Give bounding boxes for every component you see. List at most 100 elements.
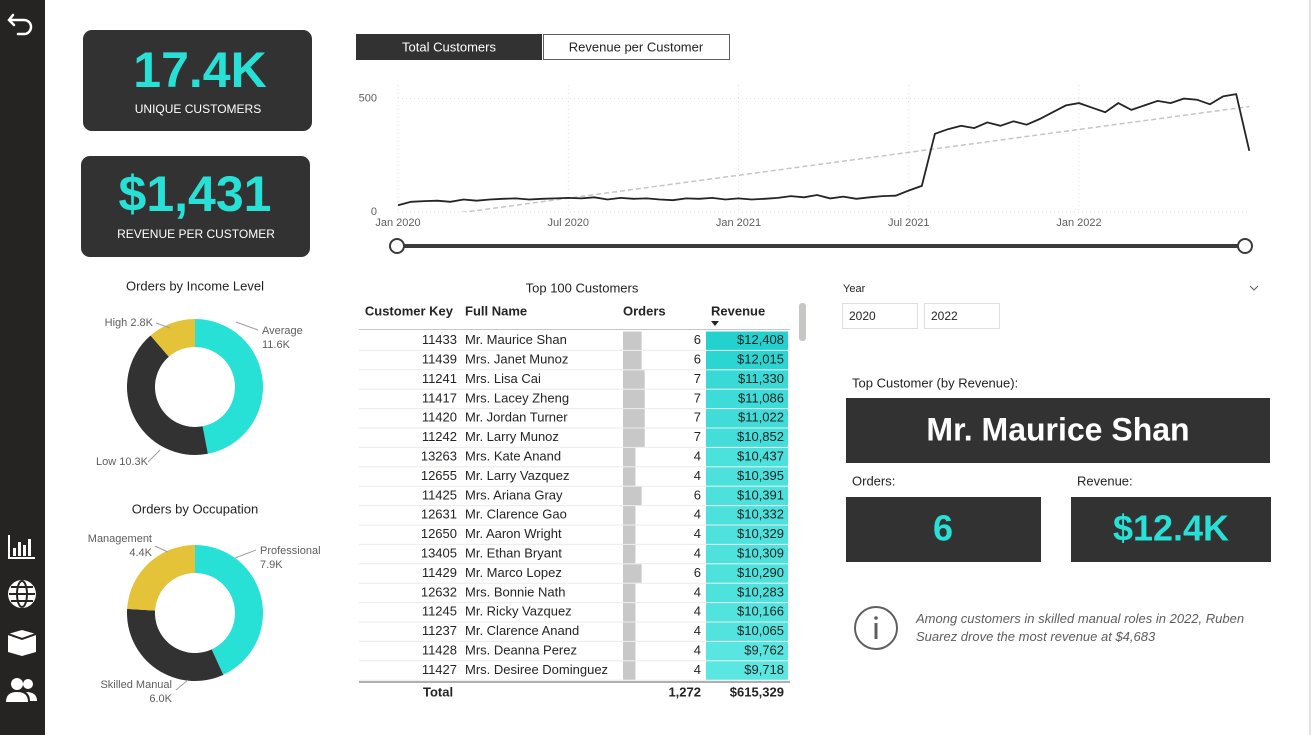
slice-value: 6.0K	[149, 693, 172, 705]
cell-name: Mr. Jordan Turner	[465, 410, 568, 425]
cell-key: 11433	[422, 332, 457, 347]
chart-title: Orders by Occupation	[132, 501, 258, 516]
cell-orders: 4	[694, 623, 701, 638]
card	[846, 497, 1041, 562]
revenue-cell	[706, 467, 788, 486]
slice-value: 7.9K	[260, 559, 283, 571]
column-header: Revenue	[711, 303, 765, 318]
input-value: 2020	[849, 309, 876, 323]
cell-key: 11417	[422, 390, 457, 405]
icon-part	[8, 630, 36, 656]
cell-revenue: $12,408	[737, 332, 784, 347]
orders-bar	[623, 331, 642, 350]
cell-name: Mrs. Ariana Gray	[465, 487, 563, 502]
cell-key: 11242	[422, 429, 457, 444]
cell-name: Mr. Larry Munoz	[465, 429, 559, 444]
cell-name: Mr. Clarence Gao	[465, 507, 567, 522]
nav-globe-icon[interactable]	[8, 580, 36, 608]
donut-slice	[127, 545, 195, 611]
slicer-input[interactable]: 2020	[842, 303, 918, 329]
slice-name: Low	[96, 456, 116, 468]
icon-part	[6, 692, 28, 702]
cell-revenue: $10,065	[737, 623, 784, 638]
leader-line	[147, 449, 161, 463]
revenue-cell	[706, 661, 788, 680]
slice-value: 4.4K	[129, 547, 152, 559]
cell-revenue: $10,332	[737, 507, 784, 522]
cell-key: 13405	[421, 546, 457, 561]
cell-revenue: $10,283	[737, 584, 784, 599]
cell-name: Mrs. Lisa Cai	[465, 371, 541, 386]
cell-name: Mrs. Bonnie Nath	[465, 584, 565, 599]
donut-slice	[195, 319, 263, 454]
revenue-cell	[706, 428, 788, 447]
info-icon-dot	[874, 616, 878, 620]
cell-orders: 4	[694, 449, 701, 464]
back-button[interactable]	[7, 13, 33, 36]
orders-bar	[623, 661, 636, 680]
cell-revenue: $10,391	[737, 487, 784, 502]
leader-line	[235, 321, 259, 331]
cell-orders: 4	[694, 604, 701, 619]
cell-orders: 6	[694, 565, 701, 580]
card	[846, 398, 1270, 463]
orders-bar	[623, 544, 636, 564]
input-box	[842, 303, 918, 329]
cell-key: 11429	[422, 565, 457, 580]
cell-revenue: $10,290	[737, 565, 784, 580]
tab-background	[543, 34, 730, 60]
cell-name: Mr. Marco Lopez	[465, 565, 562, 580]
revenue-cell	[706, 603, 788, 622]
nav-report-icon[interactable]	[8, 535, 35, 559]
tab[interactable]: Total Customers	[356, 34, 542, 60]
cell-orders: 4	[694, 507, 701, 522]
nav-product-icon[interactable]	[7, 630, 37, 656]
kpi-card	[81, 156, 310, 257]
orders-bar	[623, 622, 636, 641]
orders-bar	[623, 506, 636, 525]
kpi-label: UNIQUE CUSTOMERS	[135, 102, 261, 116]
cell-orders: 4	[694, 468, 701, 483]
orders-bar	[623, 389, 645, 409]
card-value: 6	[933, 508, 953, 549]
cell-revenue: $10,395	[737, 468, 784, 483]
card	[1071, 497, 1271, 562]
info-icon	[854, 606, 898, 650]
orders-bar	[623, 486, 642, 506]
donut-slice	[195, 545, 263, 675]
icon-part	[26, 692, 37, 701]
cell-revenue: $11,022	[738, 410, 784, 425]
card-value: $12.4K	[1113, 508, 1229, 549]
cell-key: 11439	[422, 352, 457, 367]
orders-bar	[623, 603, 636, 622]
x-tick-label: Jul 2021	[888, 217, 930, 229]
slicer-input[interactable]: 2022	[924, 303, 1000, 329]
nav-customers-icon[interactable]	[6, 678, 37, 702]
revenue-cell	[706, 583, 788, 603]
column-header: Orders	[623, 303, 666, 318]
revenue-cell	[706, 564, 788, 583]
slider-handle[interactable]	[389, 238, 405, 254]
y-tick-label: 0	[371, 206, 377, 218]
revenue-cell	[706, 447, 788, 467]
table-scrollbar[interactable]	[799, 303, 806, 341]
orders-bar	[623, 583, 636, 603]
revenue-cell	[706, 389, 788, 409]
total-revenue: $615,329	[730, 684, 784, 699]
cell-orders: 4	[694, 546, 701, 561]
tab[interactable]: Revenue per Customer	[543, 34, 730, 60]
slider-handle[interactable]	[1237, 238, 1253, 254]
cell-key: 11428	[422, 643, 457, 658]
cell-revenue: $12,015	[737, 352, 784, 367]
cell-orders: 4	[694, 643, 701, 658]
orders-bar	[623, 350, 642, 370]
cell-revenue: $10,437	[737, 449, 784, 464]
orders-bar	[623, 409, 645, 428]
slice-value: 11.6K	[262, 339, 291, 351]
revenue-cell	[706, 370, 788, 389]
slicer-chevron[interactable]	[1249, 285, 1259, 291]
back-arrow-curve	[8, 18, 33, 36]
slice-label: Average	[262, 325, 303, 337]
slice-label: Skilled Manual	[100, 679, 172, 691]
